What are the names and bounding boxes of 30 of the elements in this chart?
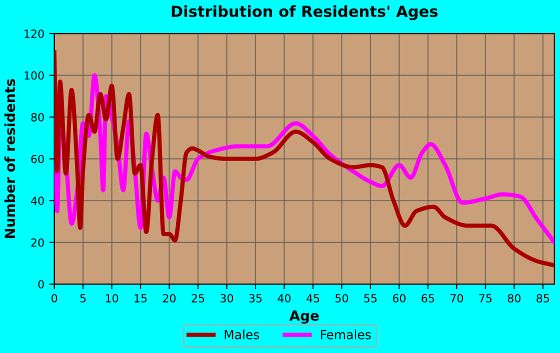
x-tick-label: 10 <box>106 294 118 302</box>
x-tick-label: 65 <box>422 294 434 302</box>
x-tick-label: 5 <box>80 294 86 302</box>
y-tick-label: 0 <box>38 280 44 289</box>
y-tick-label: 80 <box>31 113 44 122</box>
x-tick-label: 75 <box>479 294 492 302</box>
y-tick-label: 60 <box>31 154 44 164</box>
x-tick-label: 80 <box>508 294 520 302</box>
x-axis-title: Age <box>289 310 319 324</box>
x-tick-label: 15 <box>134 294 147 302</box>
x-tick-label: 55 <box>364 294 377 302</box>
x-tick-label: 60 <box>392 294 406 302</box>
y-tick-label: 100 <box>24 71 44 80</box>
chart-title: Distribution of Residents' Ages <box>172 5 438 20</box>
x-tick-label: 35 <box>249 294 262 302</box>
y-tick-label: 40 <box>31 196 44 205</box>
x-tick-label: 25 <box>192 294 204 302</box>
x-tick-label: 70 <box>450 294 464 302</box>
x-tick-label: 50 <box>336 294 348 302</box>
x-tick-label: 20 <box>163 294 176 302</box>
x-tick-label: 85 <box>536 294 550 302</box>
x-tick-label: 45 <box>306 294 320 302</box>
x-tick-label: 40 <box>278 294 291 302</box>
y-tick-label: 120 <box>24 30 44 38</box>
x-tick-label: 30 <box>220 294 234 302</box>
legend-label: Females <box>320 330 371 340</box>
legend-label: Males <box>224 330 260 340</box>
x-tick-label: 0 <box>52 294 58 302</box>
y-axis-title: Number of residents <box>4 79 16 238</box>
y-tick-label: 20 <box>31 238 44 247</box>
